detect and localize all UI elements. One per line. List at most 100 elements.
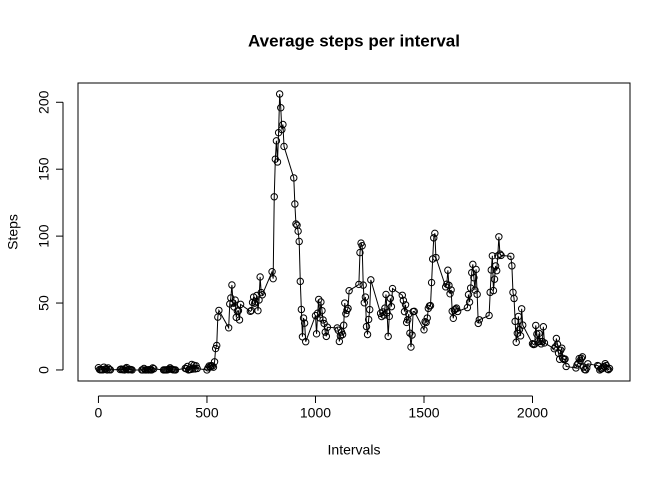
data-point: [228, 281, 236, 289]
data-point: [577, 354, 586, 363]
data-point: [401, 301, 410, 309]
data-point: [213, 341, 221, 350]
data-point: [552, 334, 561, 343]
data-point: [410, 307, 418, 316]
data-point: [471, 286, 479, 294]
data-point: [420, 326, 428, 334]
x-tick-label: 0: [95, 405, 103, 421]
data-point: [427, 278, 436, 287]
data-point: [464, 290, 473, 299]
data-point: [210, 358, 219, 366]
data-point: [255, 296, 263, 304]
data-point: [193, 364, 201, 373]
data-point: [489, 286, 498, 295]
data-point: [404, 316, 412, 324]
data-point: [294, 227, 302, 235]
data-point: [272, 137, 281, 145]
data-point: [561, 355, 569, 363]
data-point: [356, 248, 364, 257]
data-point: [258, 291, 267, 299]
data-point: [446, 290, 454, 298]
data-point: [490, 275, 499, 283]
data-point: [510, 294, 518, 303]
data-point: [302, 338, 310, 346]
data-point: [485, 311, 493, 320]
data-point: [275, 90, 284, 98]
data-point: [149, 364, 157, 372]
data-point: [364, 315, 373, 324]
data-point: [279, 120, 287, 129]
data-point: [398, 291, 406, 299]
data-point: [312, 330, 321, 338]
data-point: [341, 299, 349, 307]
data-point: [355, 280, 363, 289]
data-point: [408, 331, 416, 339]
data-point: [377, 312, 386, 321]
data-point: [492, 266, 501, 275]
plot-box: [77, 82, 631, 382]
data-point: [270, 193, 278, 201]
data-point: [516, 332, 525, 340]
data-point: [150, 365, 158, 373]
data-point: [234, 307, 243, 315]
data-point: [277, 104, 285, 112]
x-tick-label: 500: [195, 405, 219, 421]
x-tick-label: 2000: [517, 405, 548, 421]
data-point: [562, 362, 570, 371]
data-point: [508, 262, 516, 270]
data-point: [106, 366, 115, 374]
data-point: [469, 260, 477, 269]
data-point: [269, 274, 277, 283]
x-tick-label: 1500: [408, 405, 439, 421]
data-point: [211, 344, 220, 353]
data-point: [519, 321, 527, 329]
data-point: [494, 252, 502, 260]
data-point: [313, 309, 322, 317]
data-point: [278, 125, 286, 134]
data-point: [236, 300, 245, 309]
y-tick-label: 150: [36, 157, 52, 181]
data-point: [362, 322, 371, 331]
data-point: [583, 364, 591, 372]
data-point: [497, 251, 505, 260]
data-point: [291, 200, 299, 208]
data-point: [470, 274, 478, 282]
y-tick-label: 100: [36, 224, 52, 248]
data-point: [421, 317, 429, 326]
data-point: [491, 262, 500, 270]
data-point: [339, 321, 348, 329]
y-tick-label: 200: [36, 90, 52, 114]
data-point: [488, 252, 497, 260]
data-point: [512, 338, 520, 346]
data-point: [295, 237, 303, 246]
data-point: [466, 284, 475, 292]
data-point: [315, 295, 323, 304]
data-point: [383, 308, 391, 317]
data-point: [300, 319, 309, 327]
data-point: [447, 286, 455, 294]
data-point: [555, 355, 564, 363]
data-point: [387, 302, 396, 311]
data-point: [399, 296, 408, 305]
data-point: [553, 340, 562, 348]
data-point: [296, 277, 304, 286]
data-point: [474, 319, 482, 328]
data-point: [256, 273, 264, 281]
data-point: [444, 266, 452, 274]
data-point: [231, 296, 239, 304]
data-point: [407, 343, 415, 351]
data-point: [323, 323, 332, 331]
data-point: [453, 307, 462, 316]
x-tick-label: 1000: [300, 405, 331, 421]
chart-title: Average steps per interval: [248, 31, 460, 50]
data-point: [317, 298, 325, 306]
data-point: [449, 314, 457, 322]
data-point: [319, 316, 327, 324]
data-point: [495, 233, 503, 241]
data-point: [215, 306, 223, 315]
data-point: [311, 311, 320, 320]
data-point: [452, 304, 461, 312]
data-point: [450, 306, 459, 314]
data-point: [345, 287, 353, 295]
